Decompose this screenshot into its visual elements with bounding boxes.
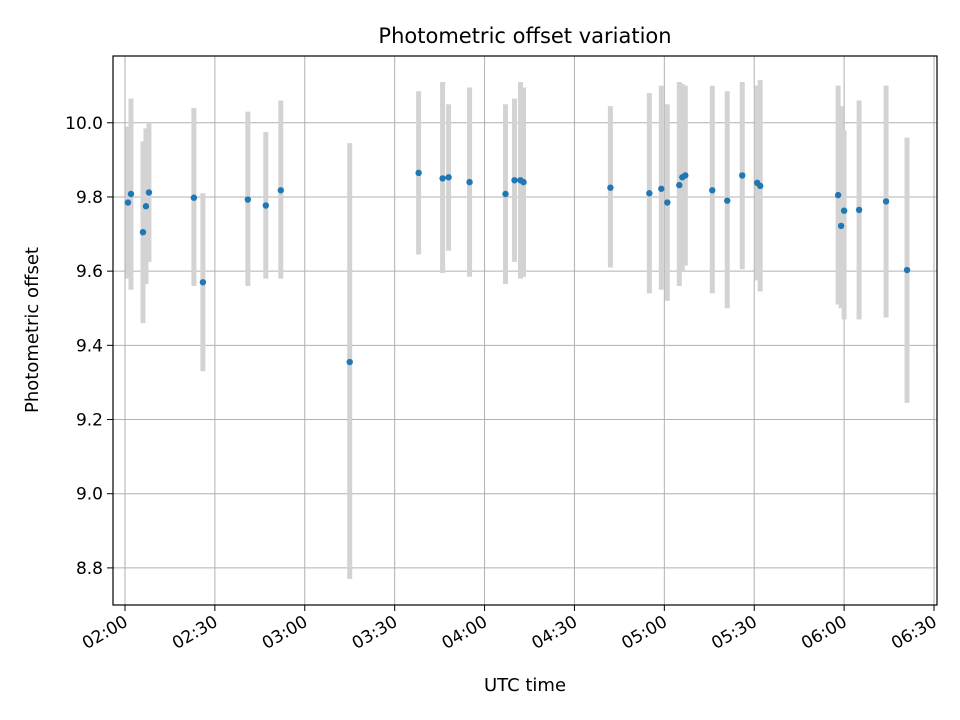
data-point — [646, 190, 653, 197]
data-point — [124, 199, 132, 206]
y-tick-label: 9.0 — [76, 485, 103, 505]
x-tick-label: 05:00 — [618, 612, 670, 654]
data-point — [903, 266, 911, 274]
y-axis-label: Photometric offset — [22, 247, 43, 413]
data-point — [855, 206, 863, 214]
x-tick-label: 03:00 — [259, 612, 311, 654]
data-point — [199, 279, 207, 286]
data-point — [882, 198, 890, 205]
chart-title: Photometric offset variation — [378, 24, 671, 48]
data-point — [709, 187, 716, 194]
data-point — [682, 172, 689, 179]
y-tick-label: 8.8 — [76, 559, 103, 579]
y-tick-label: 9.4 — [76, 336, 103, 356]
y-tick-label: 10.0 — [65, 114, 103, 134]
x-tick-label: 04:30 — [529, 612, 581, 654]
y-axis-ticks: 8.8 9.0 9.2 9.4 9.6 9.8 10.0 — [65, 114, 113, 579]
data-point — [244, 196, 252, 203]
data-point — [127, 190, 135, 198]
data-point — [445, 174, 452, 181]
data-point — [145, 189, 153, 196]
x-tick-label: 02:30 — [169, 612, 221, 654]
data-point — [415, 169, 422, 177]
x-tick-label: 05:30 — [708, 612, 760, 654]
data-point — [262, 202, 270, 209]
data-point — [502, 190, 509, 198]
x-tick-label: 02:00 — [79, 612, 131, 654]
x-tick-label: 06:00 — [798, 612, 850, 654]
data-point — [346, 358, 353, 366]
data-point — [607, 184, 614, 191]
data-point — [190, 194, 198, 201]
data-point — [520, 178, 527, 186]
data-point — [139, 228, 147, 236]
y-tick-label: 9.2 — [76, 411, 103, 431]
plot-frame — [112, 55, 938, 606]
data-point — [142, 203, 150, 210]
x-tick-label: 06:30 — [888, 612, 940, 654]
data-point — [840, 207, 848, 214]
data-point — [757, 182, 764, 190]
error-bars — [125, 80, 910, 580]
x-tick-label: 03:30 — [349, 612, 401, 654]
data-point — [511, 177, 518, 184]
y-tick-label: 9.6 — [76, 262, 103, 282]
data-point — [466, 178, 473, 186]
data-point — [439, 175, 446, 182]
data-point — [676, 181, 683, 189]
x-tick-label: 04:00 — [439, 612, 491, 654]
x-axis-label: UTC time — [484, 675, 566, 696]
x-axis-ticks: 02:00 02:30 03:00 03:30 04:00 04:30 05:00 05:30… — [79, 605, 941, 654]
data-point — [724, 197, 731, 204]
data-point — [658, 185, 665, 192]
data-point — [664, 199, 671, 206]
data-point — [277, 187, 284, 194]
y-tick-label: 9.8 — [76, 188, 103, 208]
data-point — [837, 222, 845, 230]
data-point — [739, 172, 746, 179]
data-points — [124, 169, 911, 366]
data-point — [834, 191, 842, 199]
